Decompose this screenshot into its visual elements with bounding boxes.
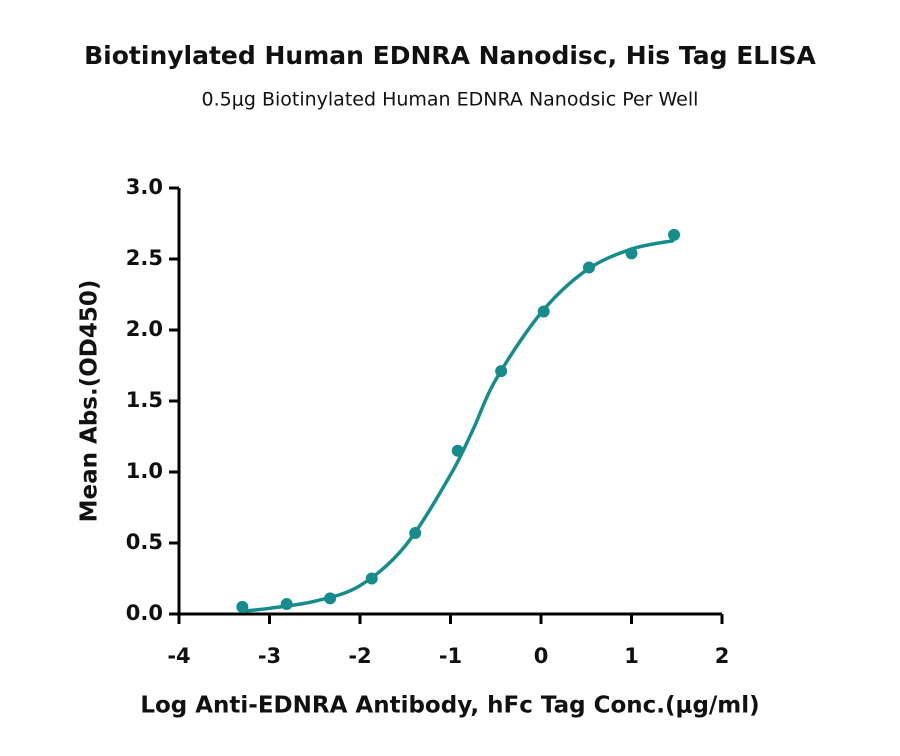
x-tick-label: 1 [624,644,639,668]
x-tick-label: -1 [439,644,462,668]
data-point [236,600,249,613]
x-tick-label: -3 [258,644,281,668]
chart-title: Biotinylated Human EDNRA Nanodisc, His T… [84,41,816,70]
data-point [582,261,595,274]
data-point [625,247,638,260]
data-point [409,527,422,540]
chart-subtitle: 0.5μg Biotinylated Human EDNRA Nanodsic … [202,89,699,111]
x-tick-label: 0 [534,644,549,668]
y-tick-label: 2.5 [126,246,163,270]
y-tick-label: 2.0 [126,317,163,341]
data-point [280,598,293,611]
y-tick-label: 0.0 [126,601,163,625]
data-point [365,572,378,585]
y-axis-label: Mean Abs.(OD450) [77,280,103,523]
fit-curve [242,238,675,613]
y-tick-label: 0.5 [126,530,163,554]
y-tick-label: 1.0 [126,459,163,483]
x-tick-label: 2 [715,644,730,668]
x-tick-label: -2 [348,644,371,668]
x-tick-label: -4 [167,644,190,668]
x-axis-label: Log Anti-EDNRA Antibody, hFc Tag Conc.(μ… [140,693,759,719]
y-tick-label: 1.5 [126,388,163,412]
data-point [668,228,681,241]
data-point [495,365,508,378]
data-point [451,444,464,457]
data-point [537,305,550,318]
data-point [324,592,337,605]
y-tick-label: 3.0 [126,175,163,199]
